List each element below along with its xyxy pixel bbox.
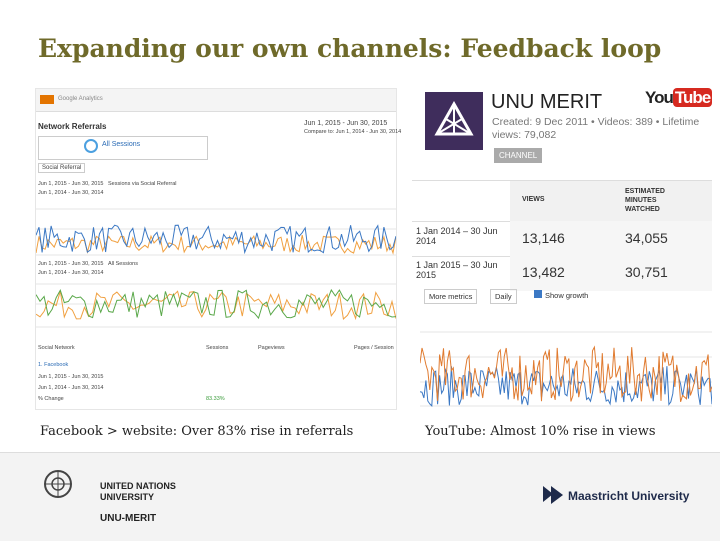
channel-logo: [425, 92, 483, 150]
row-label: 1 Jan 2015 – 30 Jun 2015: [416, 260, 498, 280]
um-emblem: [543, 486, 563, 504]
slide-title: Expanding our own channels: Feedback loo…: [38, 34, 662, 63]
trend-line: [36, 290, 396, 321]
header-bar: [36, 89, 396, 112]
body-bg: [510, 221, 712, 291]
trend-line: [36, 234, 396, 255]
stats-table: VIEWS ESTIMATED MINUTES WATCHED 1 Jan 20…: [412, 180, 712, 291]
analytics-screenshot: Google Analytics Network Referrals Jun 1…: [35, 88, 401, 410]
table-cell: 30,751: [625, 264, 668, 280]
header-bg: [510, 181, 712, 221]
trend-line: [36, 224, 396, 255]
table-cell: 1. Facebook: [38, 362, 69, 368]
logo-text: Tube: [672, 88, 713, 107]
table-cell: 13,482: [522, 264, 565, 280]
un-emblem: [44, 470, 72, 498]
app-icon: [40, 95, 54, 104]
table-cell: % Change: [38, 396, 64, 402]
dropdown[interactable]: Daily: [490, 289, 517, 304]
table-header: Sessions: [206, 345, 229, 351]
legend-series: Sessions via Social Referral: [108, 181, 177, 187]
table-header: Social Network: [38, 345, 75, 351]
table-header: Pages / Session: [354, 345, 394, 351]
views-chart: [420, 331, 712, 408]
report-heading: Network Referrals: [38, 122, 107, 131]
table-cell: Jun 1, 2014 - Jun 30, 2014: [38, 385, 104, 391]
youtube-logo: You Tube: [645, 88, 713, 108]
org-unit: UNU-MERIT: [100, 513, 157, 524]
table-header: VIEWS: [522, 196, 545, 203]
sparkline-chart: [36, 283, 396, 328]
channel-button[interactable]: CHANNEL: [494, 148, 543, 163]
logo-text: You: [645, 88, 674, 107]
trend-line: [36, 288, 396, 320]
tab: Social Referral: [38, 163, 86, 173]
caption: Facebook > website: Over 83% rise in ref…: [40, 424, 354, 439]
sparkline-chart: [36, 208, 396, 256]
checkbox-label: Show growth: [545, 291, 589, 300]
logo-mark: [434, 101, 474, 136]
org-name: UNITED NATIONS: [100, 481, 176, 491]
channel-name: UNU MERIT: [491, 91, 603, 113]
caption: YouTube: Almost 10% rise in views: [425, 424, 656, 439]
legend-date: Jun 1, 2014 - Jun 30, 2014: [38, 190, 104, 196]
table-cell: Jun 1, 2015 - Jun 30, 2015: [38, 374, 104, 380]
footer: [0, 452, 720, 541]
org-name: UNIVERSITY: [100, 492, 155, 502]
segment-icon: [84, 139, 98, 153]
segment-label: All Sessions: [102, 141, 141, 148]
legend-date: Jun 1, 2015 - Jun 30, 2015: [38, 261, 104, 267]
legend-date: Jun 1, 2015 - Jun 30, 2015: [38, 181, 104, 187]
legend-date: Jun 1, 2014 - Jun 30, 2014: [38, 270, 104, 276]
trend-line: [420, 366, 712, 408]
segment-box: [38, 136, 208, 160]
table-cell: 13,146: [522, 230, 565, 246]
table-cell: 34,055: [625, 230, 668, 246]
app-name: Google Analytics: [58, 96, 103, 102]
table-cell: 83.33%: [206, 396, 225, 402]
trend-line: [420, 345, 712, 403]
date-range: Jun 1, 2015 - Jun 30, 2015: [304, 120, 388, 127]
data-table: Social Network Sessions Pageviews Pages …: [36, 343, 396, 409]
legend-series: All Sessions: [108, 261, 138, 267]
row-label: 1 Jan 2014 – 30 Jun 2014: [416, 226, 498, 246]
channel-meta: Created: 9 Dec 2011 • Videos: 389 • Life…: [492, 116, 700, 141]
university-name: Maastricht University: [568, 489, 690, 503]
checkbox[interactable]: [534, 290, 542, 298]
table-header: Pageviews: [258, 345, 285, 351]
dropdown[interactable]: More metrics: [424, 289, 478, 304]
compare-range: Compare to: Jun 1, 2014 - Jun 30, 2014: [304, 129, 402, 135]
table-header: ESTIMATED MINUTES WATCHED: [625, 188, 665, 213]
